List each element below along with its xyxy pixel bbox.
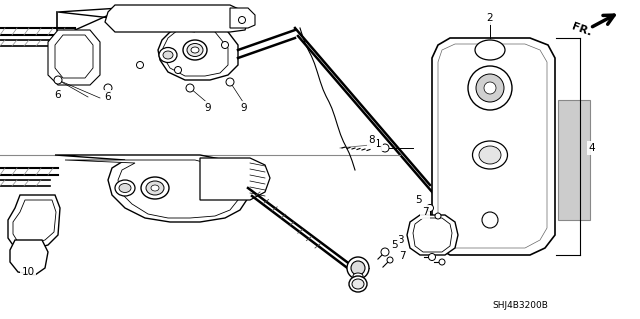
Text: 2: 2 bbox=[486, 13, 493, 23]
Ellipse shape bbox=[347, 257, 369, 279]
Text: 4: 4 bbox=[589, 143, 595, 153]
Ellipse shape bbox=[349, 276, 367, 292]
Polygon shape bbox=[407, 215, 458, 255]
Circle shape bbox=[239, 17, 246, 24]
Circle shape bbox=[221, 41, 228, 48]
Ellipse shape bbox=[119, 183, 131, 192]
Polygon shape bbox=[230, 8, 255, 28]
Text: 1: 1 bbox=[374, 139, 381, 149]
Ellipse shape bbox=[183, 40, 207, 60]
Circle shape bbox=[136, 62, 143, 69]
Ellipse shape bbox=[191, 47, 199, 53]
Circle shape bbox=[476, 74, 504, 102]
Text: 10: 10 bbox=[21, 267, 35, 277]
Polygon shape bbox=[8, 195, 60, 250]
Circle shape bbox=[104, 84, 112, 92]
Text: 5: 5 bbox=[415, 195, 421, 205]
Circle shape bbox=[426, 204, 433, 211]
Circle shape bbox=[429, 254, 435, 261]
Ellipse shape bbox=[159, 48, 177, 63]
Polygon shape bbox=[13, 200, 56, 244]
Circle shape bbox=[226, 78, 234, 86]
Circle shape bbox=[387, 257, 393, 263]
Circle shape bbox=[54, 76, 62, 84]
Polygon shape bbox=[55, 35, 93, 78]
Text: 9: 9 bbox=[205, 103, 211, 113]
Polygon shape bbox=[105, 5, 248, 32]
Polygon shape bbox=[200, 158, 270, 200]
Polygon shape bbox=[120, 12, 228, 76]
Circle shape bbox=[175, 66, 182, 73]
Circle shape bbox=[482, 212, 498, 228]
Circle shape bbox=[381, 248, 389, 256]
Polygon shape bbox=[65, 160, 238, 218]
Circle shape bbox=[381, 144, 389, 152]
Text: 6: 6 bbox=[54, 90, 61, 100]
Ellipse shape bbox=[475, 40, 505, 60]
Circle shape bbox=[484, 82, 496, 94]
Text: 8: 8 bbox=[369, 135, 375, 145]
Text: 7: 7 bbox=[422, 207, 428, 217]
Text: 9: 9 bbox=[241, 103, 247, 113]
Polygon shape bbox=[55, 155, 248, 222]
Ellipse shape bbox=[163, 51, 173, 59]
Polygon shape bbox=[432, 38, 555, 255]
Ellipse shape bbox=[151, 185, 159, 191]
Circle shape bbox=[186, 84, 194, 92]
Text: FR.: FR. bbox=[571, 22, 593, 38]
Text: 7: 7 bbox=[399, 251, 405, 261]
Ellipse shape bbox=[141, 177, 169, 199]
Ellipse shape bbox=[472, 141, 508, 169]
Circle shape bbox=[435, 213, 441, 219]
Polygon shape bbox=[10, 240, 48, 275]
Circle shape bbox=[468, 66, 512, 110]
Ellipse shape bbox=[479, 146, 501, 164]
Text: 3: 3 bbox=[397, 235, 403, 245]
Ellipse shape bbox=[187, 43, 203, 56]
Ellipse shape bbox=[115, 180, 135, 196]
Text: 5: 5 bbox=[392, 240, 398, 250]
Ellipse shape bbox=[146, 181, 164, 195]
Ellipse shape bbox=[353, 273, 363, 279]
Ellipse shape bbox=[352, 279, 364, 289]
Ellipse shape bbox=[351, 261, 365, 275]
Polygon shape bbox=[48, 30, 100, 85]
Polygon shape bbox=[58, 8, 238, 80]
Text: SHJ4B3200B: SHJ4B3200B bbox=[492, 300, 548, 309]
Polygon shape bbox=[413, 218, 452, 252]
Polygon shape bbox=[438, 44, 547, 248]
Circle shape bbox=[439, 259, 445, 265]
Text: 6: 6 bbox=[105, 92, 111, 102]
Polygon shape bbox=[558, 100, 590, 220]
